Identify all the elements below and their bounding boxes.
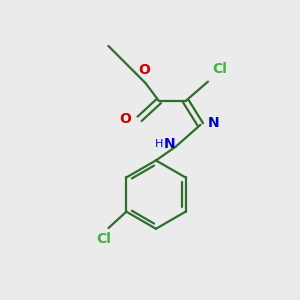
Text: N: N: [208, 116, 220, 130]
Text: O: O: [138, 63, 150, 76]
Text: N: N: [164, 137, 176, 151]
Text: Cl: Cl: [97, 232, 112, 246]
Text: Cl: Cl: [212, 62, 227, 76]
Text: O: O: [119, 112, 131, 126]
Text: H: H: [155, 139, 163, 149]
